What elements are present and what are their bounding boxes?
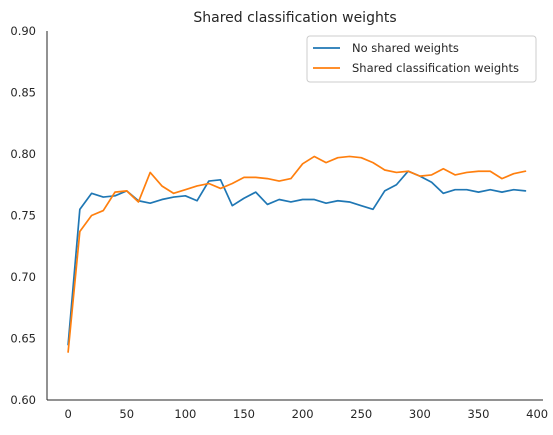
y-tick-label: 0.60 xyxy=(10,393,36,407)
chart-title: Shared classification weights xyxy=(193,10,396,26)
axes-layer: 0.60 0.65 0.70 0.75 0.80 0.85 0.90 0 50 100 150 200… xyxy=(10,24,548,421)
x-tick-label: 200 xyxy=(292,407,314,421)
series-lines-layer xyxy=(67,155,527,353)
legend: No shared weights Shared classification w… xyxy=(306,35,537,83)
x-tick-label: 50 xyxy=(119,407,134,421)
y-tick-label: 0.65 xyxy=(10,332,36,346)
legend-box xyxy=(306,35,537,83)
x-tick-label: 150 xyxy=(233,407,255,421)
y-tick-label: 0.85 xyxy=(10,86,36,100)
legend-label: Shared classification weights xyxy=(352,61,519,75)
x-tick-label: 300 xyxy=(409,407,431,421)
x-tick-label: 250 xyxy=(350,407,372,421)
y-tick-label: 0.90 xyxy=(10,24,36,38)
x-tick-label: 100 xyxy=(174,407,196,421)
x-tick-label: 400 xyxy=(526,407,548,421)
y-tick-label: 0.75 xyxy=(10,209,36,223)
x-tick-label: 350 xyxy=(468,407,490,421)
x-tick-label: 0 xyxy=(64,407,71,421)
y-tick-label: 0.80 xyxy=(10,147,36,161)
series-line-shared-classification-weights xyxy=(67,155,527,353)
series-line-no-shared-weights xyxy=(67,170,527,346)
y-tick-label: 0.70 xyxy=(10,270,36,284)
legend-label: No shared weights xyxy=(352,41,459,55)
